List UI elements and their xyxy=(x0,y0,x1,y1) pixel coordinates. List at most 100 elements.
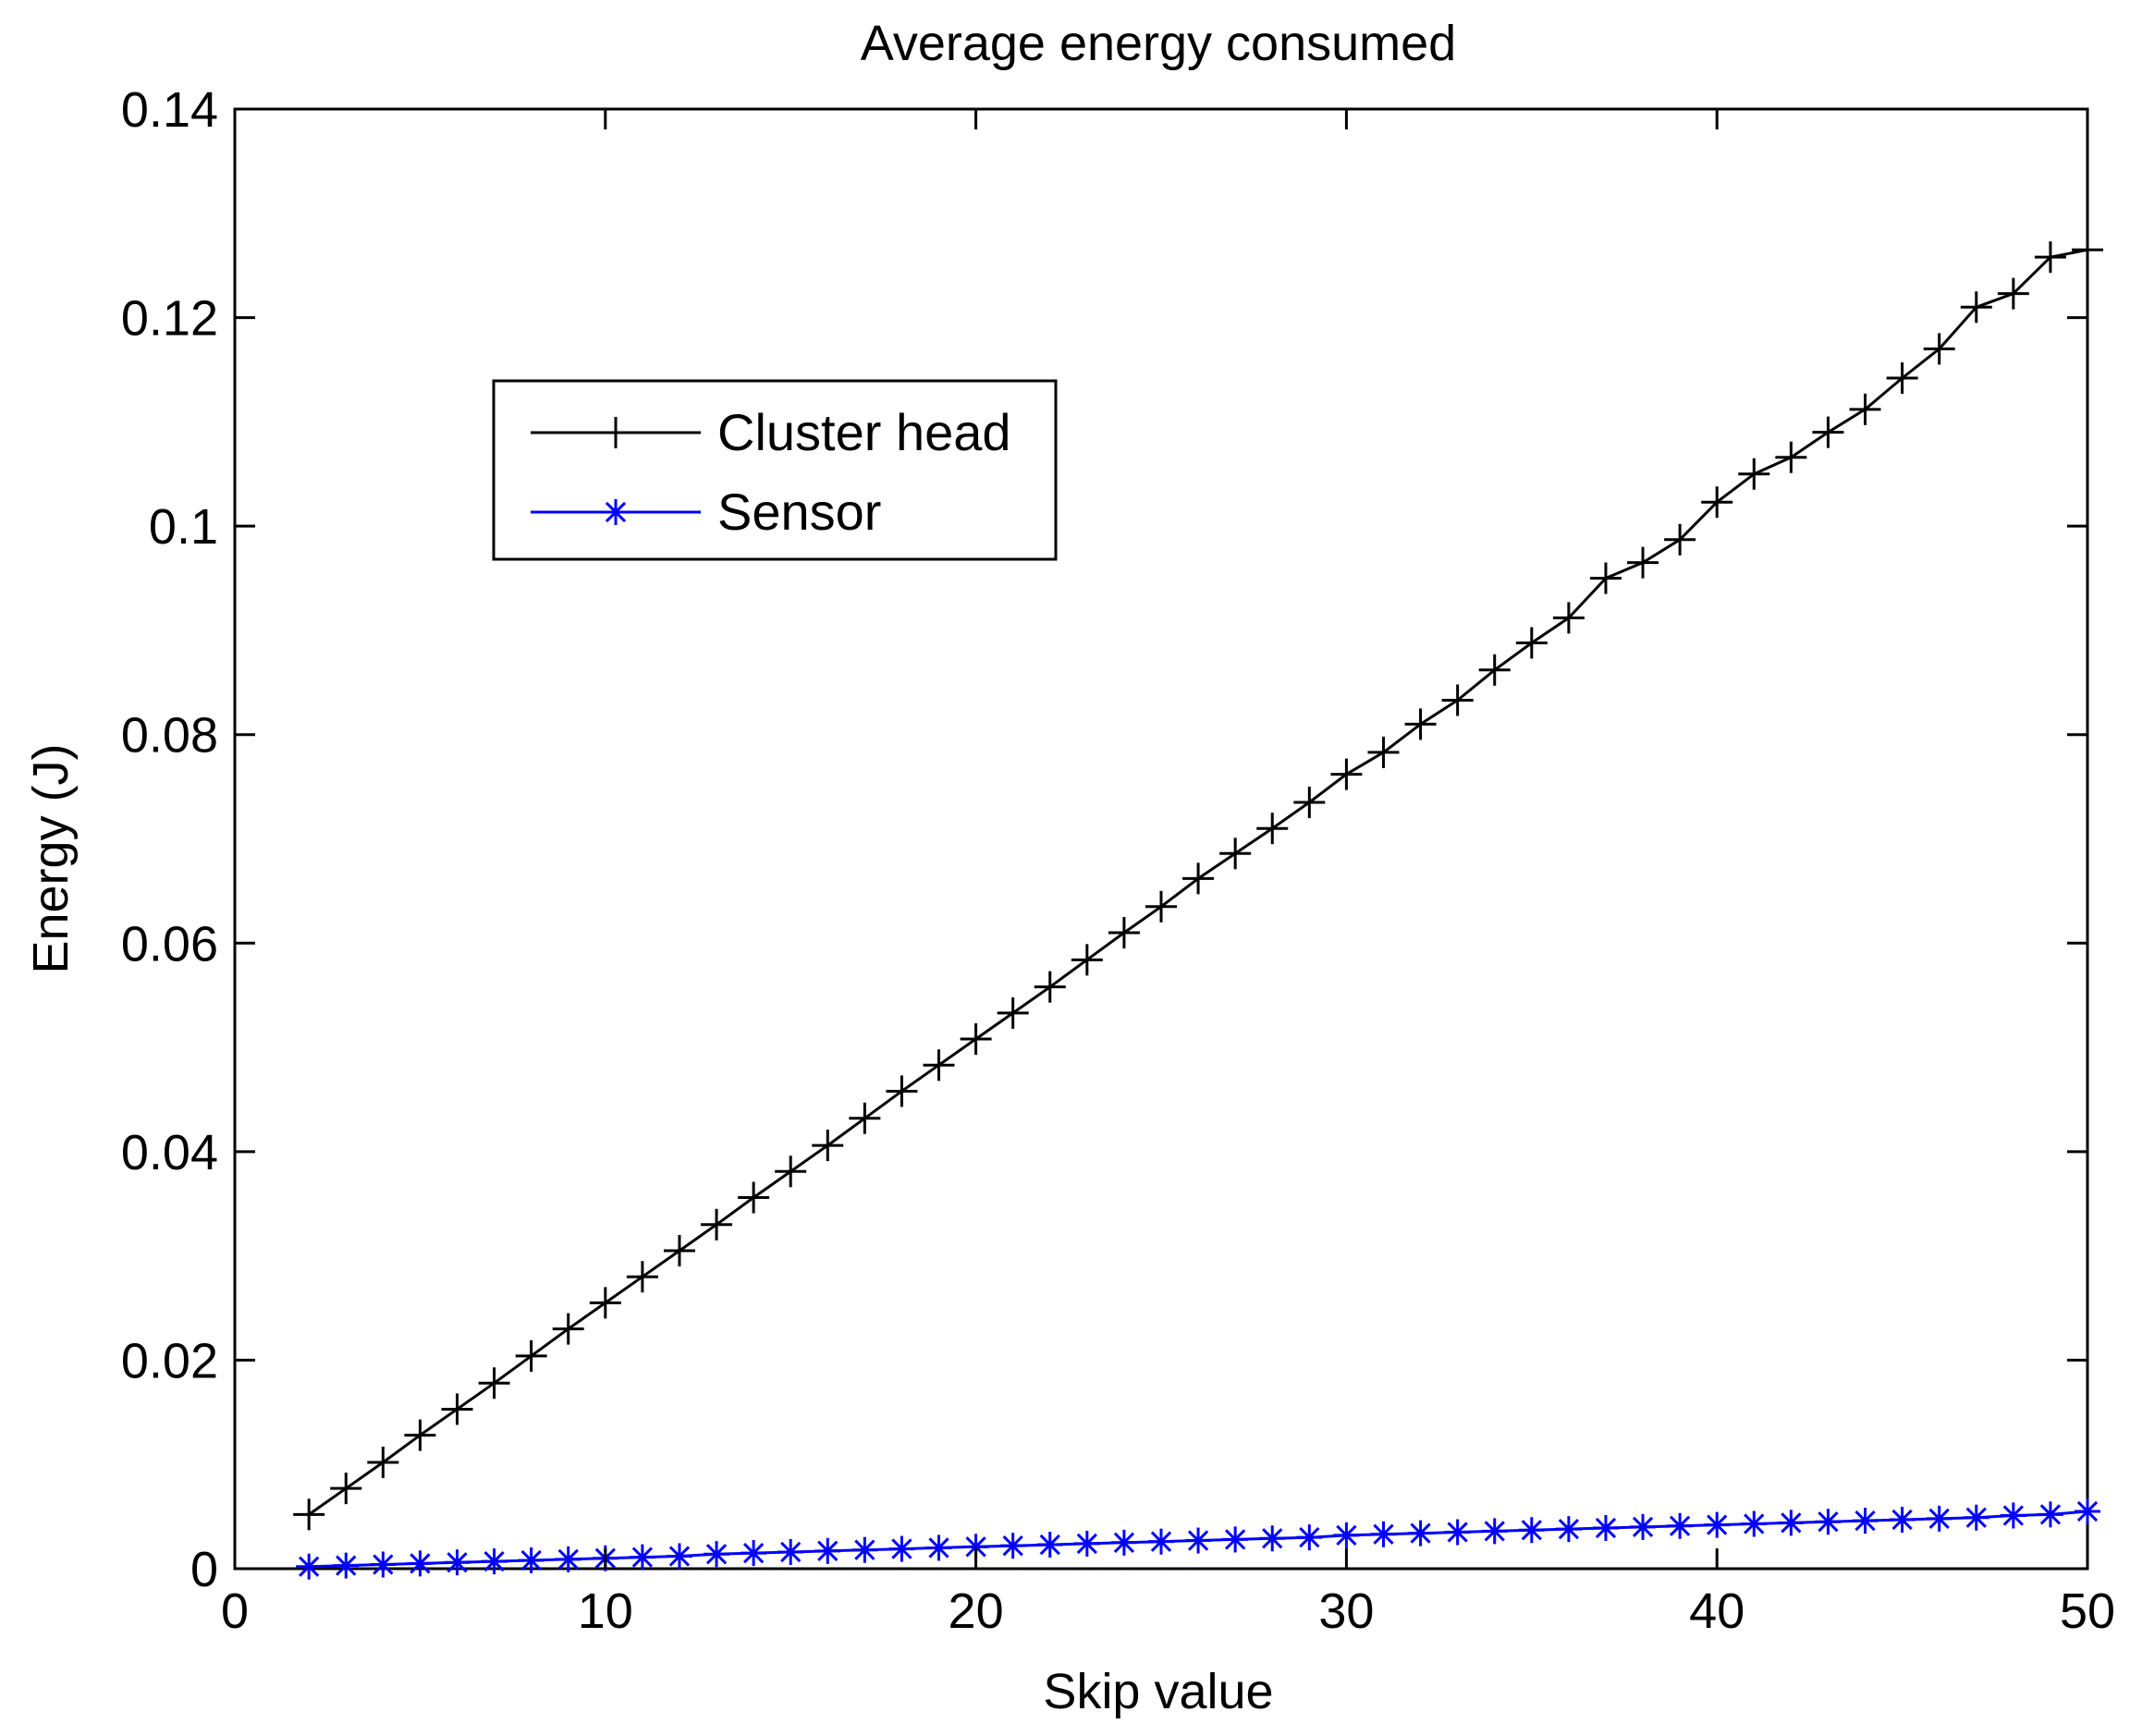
data-point-cluster-head xyxy=(1182,862,1215,895)
data-point-sensor xyxy=(888,1535,915,1562)
data-point-sensor xyxy=(1815,1509,1842,1535)
chart-title: Average energy consumed xyxy=(861,16,1456,71)
data-point-cluster-head xyxy=(1404,708,1437,740)
data-point-sensor xyxy=(629,1544,655,1571)
data-point-sensor xyxy=(1963,1504,1989,1531)
data-point-cluster-head xyxy=(886,1075,918,1107)
data-point-sensor xyxy=(444,1549,471,1576)
data-point-cluster-head xyxy=(1849,393,1881,425)
data-point-sensor xyxy=(851,1536,878,1563)
data-point-cluster-head xyxy=(589,1287,621,1319)
data-point-sensor xyxy=(370,1551,397,1578)
data-point-sensor xyxy=(666,1543,692,1570)
data-point-sensor xyxy=(962,1534,989,1560)
data-point-cluster-head xyxy=(1552,602,1585,634)
x-axis-label: Skip value xyxy=(1043,1664,1273,1719)
data-point-sensor xyxy=(1889,1506,1916,1533)
data-point-sensor xyxy=(1073,1530,1100,1557)
data-point-cluster-head xyxy=(701,1208,733,1241)
data-point-cluster-head xyxy=(1589,562,1622,594)
data-point-cluster-head xyxy=(923,1049,955,1082)
x-tick-label: 10 xyxy=(578,1583,633,1639)
data-point-cluster-head xyxy=(1219,837,1252,870)
data-point-sensor xyxy=(1036,1532,1063,1559)
y-tick-label: 0.1 xyxy=(149,499,218,555)
y-tick-label: 0.14 xyxy=(121,82,218,138)
data-point-cluster-head xyxy=(330,1473,362,1505)
data-point-cluster-head xyxy=(515,1339,547,1372)
data-point-sensor xyxy=(1518,1517,1545,1544)
data-point-sensor xyxy=(741,1540,767,1567)
data-point-cluster-head xyxy=(1478,654,1511,686)
plot-area xyxy=(233,107,2089,1571)
data-point-cluster-head xyxy=(1330,758,1363,790)
data-point-cluster-head xyxy=(552,1313,584,1345)
data-point-cluster-head xyxy=(1997,277,2029,310)
data-point-sensor xyxy=(555,1546,581,1572)
data-point-sensor xyxy=(814,1537,841,1564)
data-point-cluster-head xyxy=(1886,361,1918,394)
data-point-cluster-head xyxy=(1515,627,1548,659)
data-point-cluster-head xyxy=(775,1155,807,1188)
data-point-sensor xyxy=(1592,1515,1619,1542)
x-tick-label: 50 xyxy=(2060,1583,2115,1639)
data-point-sensor xyxy=(777,1538,804,1565)
data-point-cluster-head xyxy=(738,1181,770,1214)
data-point-sensor xyxy=(1481,1518,1508,1545)
data-point-sensor xyxy=(1630,1513,1657,1540)
data-point-cluster-head xyxy=(997,996,1029,1029)
series-layer xyxy=(293,234,2103,1580)
data-point-cluster-head xyxy=(2072,234,2103,266)
data-point-sensor xyxy=(1148,1528,1174,1555)
data-point-sensor xyxy=(1259,1525,1286,1552)
data-point-sensor xyxy=(1926,1505,1952,1532)
data-point-sensor xyxy=(1333,1522,1360,1548)
data-point-sensor xyxy=(1852,1508,1879,1534)
data-point-sensor xyxy=(1110,1529,1137,1556)
data-point-cluster-head xyxy=(1256,813,1289,845)
data-point-sensor xyxy=(1222,1526,1249,1553)
data-point-sensor xyxy=(2075,1498,2100,1524)
data-point-sensor xyxy=(999,1533,1026,1559)
data-point-sensor xyxy=(1667,1512,1694,1539)
data-point-cluster-head xyxy=(367,1446,399,1478)
data-point-cluster-head xyxy=(1664,523,1696,556)
legend-marker-cluster-head xyxy=(600,417,631,448)
ticks-layer: 0 10 20 30 40 50 0 0.02 0.04 0.06 0.08 0.1 0.12 0.14 xyxy=(121,82,2115,1639)
data-point-sensor xyxy=(1741,1510,1768,1537)
data-point-cluster-head xyxy=(626,1261,658,1293)
data-point-sensor xyxy=(407,1550,434,1577)
data-point-cluster-head xyxy=(1034,971,1066,1003)
data-point-sensor xyxy=(1444,1519,1471,1546)
data-point-cluster-head xyxy=(1108,917,1140,949)
data-point-cluster-head xyxy=(1738,458,1770,490)
legend-entries xyxy=(531,417,701,525)
data-point-sensor xyxy=(1185,1527,1212,1554)
data-point-sensor xyxy=(481,1548,508,1575)
data-point-cluster-head xyxy=(812,1130,844,1162)
y-tick-label: 0.12 xyxy=(121,291,218,347)
y-tick-label: 0.02 xyxy=(121,1333,218,1388)
data-point-cluster-head xyxy=(1812,416,1844,448)
plot-frame xyxy=(233,107,2089,1571)
data-point-sensor xyxy=(1704,1511,1731,1538)
series-sensor xyxy=(296,1498,2100,1580)
data-point-sensor xyxy=(296,1553,323,1580)
y-tick-label: 0.06 xyxy=(121,916,218,972)
legend-label-sensor: Sensor xyxy=(717,483,881,541)
x-tick-label: 40 xyxy=(1689,1583,1744,1639)
data-point-cluster-head xyxy=(1627,546,1659,579)
data-point-sensor xyxy=(1296,1524,1323,1551)
data-point-cluster-head xyxy=(1441,684,1474,716)
data-point-sensor xyxy=(2037,1501,2063,1528)
data-point-sensor xyxy=(925,1534,952,1561)
y-axis-label: Energy (J) xyxy=(23,743,79,973)
data-point-cluster-head xyxy=(1701,486,1733,519)
y-tick-label: 0 xyxy=(190,1542,218,1597)
y-tick-label: 0.08 xyxy=(121,708,218,764)
legend: Cluster head Sensor xyxy=(492,379,1058,561)
data-point-sensor xyxy=(704,1541,730,1568)
data-point-sensor xyxy=(2000,1502,2026,1529)
data-point-cluster-head xyxy=(441,1393,473,1425)
